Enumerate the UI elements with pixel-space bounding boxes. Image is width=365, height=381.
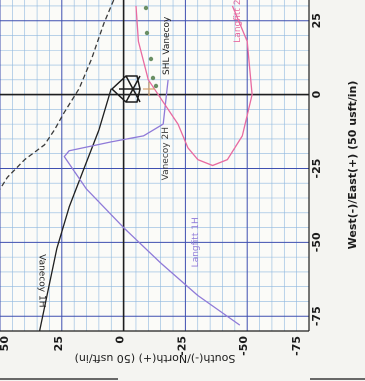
series-line-langfitt-2h bbox=[135, 5, 253, 167]
y-tick-label: 25 bbox=[310, 13, 323, 28]
series-line-vanecoy-1h bbox=[38, 88, 112, 332]
y-tick-label: -75 bbox=[310, 306, 323, 326]
annotation-label: Langfitt 1H bbox=[191, 217, 201, 267]
x-tick-label: -50 bbox=[237, 336, 250, 356]
surface-location-label: SHL Vanecoy bbox=[162, 16, 172, 75]
surface-marker bbox=[143, 5, 149, 11]
x-tick-label: 0 bbox=[114, 336, 127, 344]
x-tick-label: -75 bbox=[290, 336, 303, 356]
surface-marker bbox=[148, 56, 154, 62]
annotation-label: Langfitt 2H bbox=[233, 0, 243, 43]
rig-symbol bbox=[110, 75, 141, 103]
x-axis-label: South(-)/North(+) (50 usft/in) bbox=[75, 352, 236, 365]
x-tick-label: -25 bbox=[175, 336, 188, 356]
x-tick-label: 25 bbox=[52, 336, 65, 351]
y-tick-label: -25 bbox=[310, 159, 323, 179]
y-tick-label: -50 bbox=[310, 232, 323, 252]
series-line-langfitt-1h bbox=[63, 79, 241, 326]
annotation-label: Vanecoy 1H bbox=[37, 254, 47, 307]
x-tick-label: 50 bbox=[0, 336, 11, 352]
series-line-vanecoy-2h bbox=[0, 0, 115, 190]
y-axis-label: West(-)/East(+) (50 usft/in) bbox=[346, 81, 359, 250]
y-tick-label: 0 bbox=[310, 90, 323, 98]
surface-marker bbox=[144, 30, 150, 36]
annotation-label: Vanecoy 2H bbox=[161, 127, 171, 180]
surface-marker bbox=[150, 75, 156, 81]
surface-marker bbox=[153, 83, 159, 89]
